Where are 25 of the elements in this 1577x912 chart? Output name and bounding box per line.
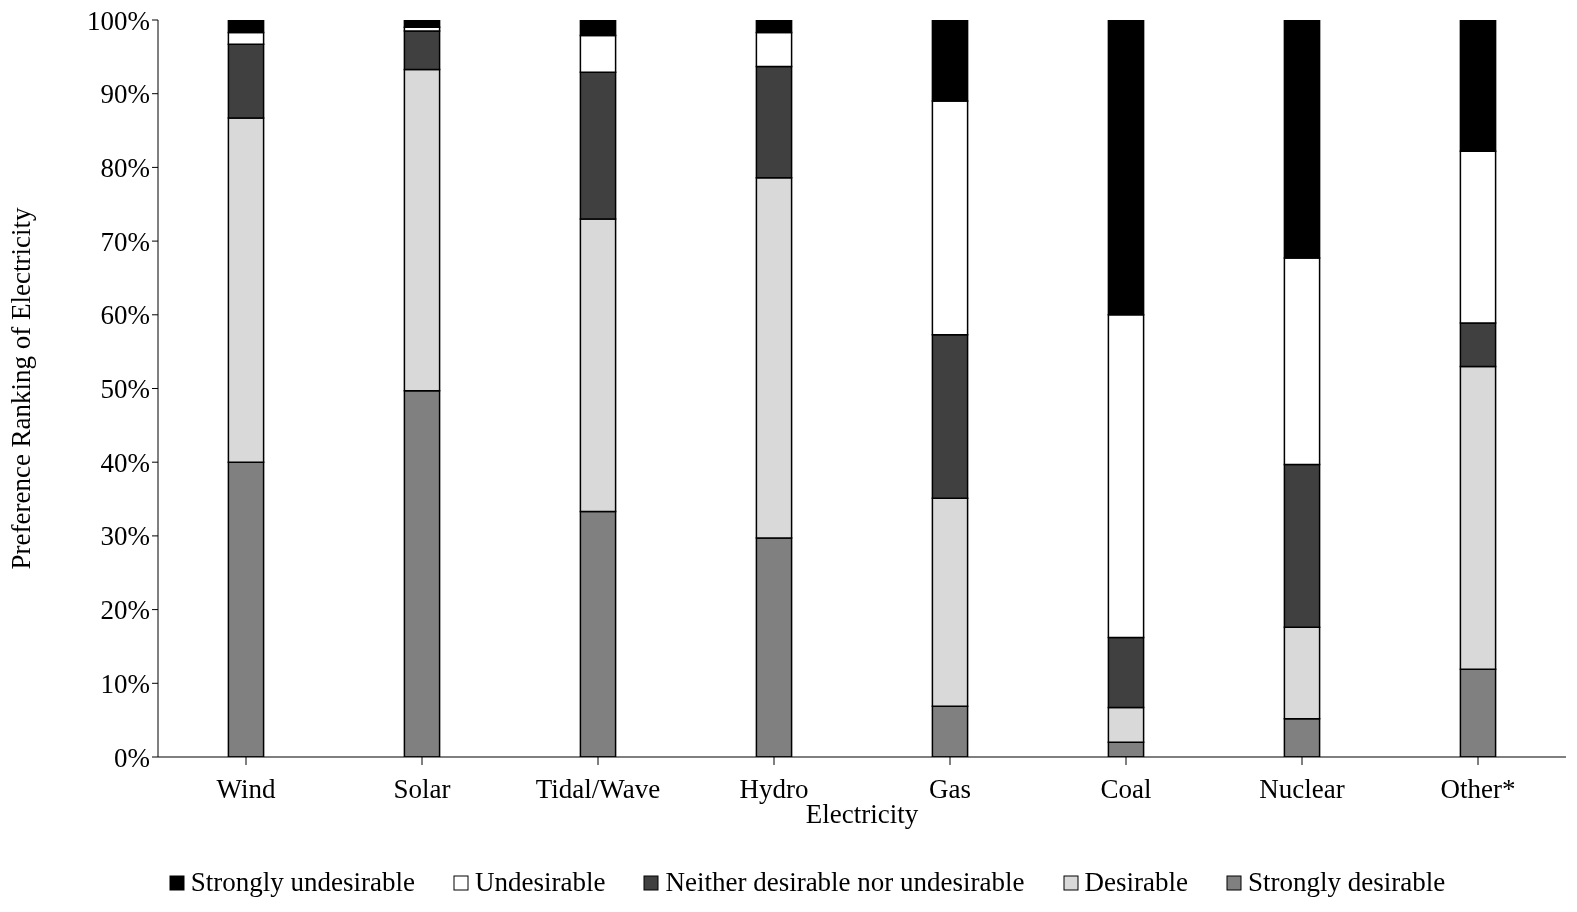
x-tick-label: Gas	[929, 774, 971, 805]
y-tick-label: 10%	[100, 668, 150, 699]
y-tick-label: 30%	[100, 521, 150, 552]
x-tick-label: Nuclear	[1259, 774, 1345, 805]
y-tick-label: 50%	[100, 374, 150, 405]
x-tick-label: Coal	[1100, 774, 1152, 805]
y-tick-label: 40%	[100, 447, 150, 478]
y-tick-label: 80%	[100, 152, 150, 183]
x-tick-label: Wind	[216, 774, 276, 805]
legend-label: Strongly undesirable	[189, 867, 415, 898]
x-tick-label: Solar	[393, 774, 451, 805]
y-tick-label: 0%	[114, 742, 150, 773]
legend-label: Strongly desirable	[1247, 867, 1446, 898]
y-tick-label: 90%	[100, 79, 150, 110]
legend-label: Neither desirable nor undesirable	[664, 867, 1025, 898]
y-axis-title: Preference Ranking of Electricity	[5, 206, 36, 570]
legend-label: Undesirable	[474, 867, 606, 898]
y-tick-label: 100%	[87, 5, 150, 36]
y-tick-label: 60%	[100, 300, 150, 331]
y-tick-label: 70%	[100, 226, 150, 257]
legend-label: Desirable	[1083, 867, 1188, 898]
y-tick-label: 20%	[100, 595, 150, 626]
x-tick-label: Tidal/Wave	[535, 774, 661, 805]
bar	[403, 20, 441, 29]
x-tick-label: Other*	[1440, 774, 1516, 805]
